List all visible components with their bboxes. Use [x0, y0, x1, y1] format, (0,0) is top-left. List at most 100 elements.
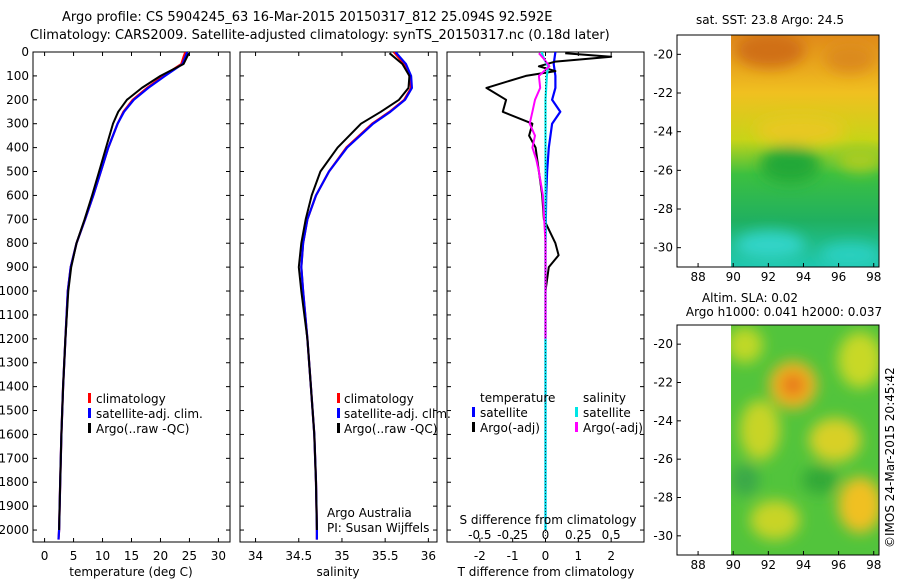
difference-legend: temperature salinity satellite Argo(-adj… — [472, 391, 643, 435]
lon-tick-label: 98 — [866, 558, 881, 572]
depth-tick-label: 1400 — [0, 380, 29, 394]
sla-map-frame — [676, 324, 880, 556]
lat-tick-label: -26 — [653, 163, 673, 177]
sla-map-axes: -20 -22 -24 -26 -28 -30 88 90 92 94 96 98 — [653, 337, 881, 572]
depth-tick-label: 900 — [6, 260, 29, 274]
depth-tick-label: 700 — [6, 212, 29, 226]
lon-tick-label: 98 — [866, 270, 881, 284]
legend-label-climatology: climatology — [96, 392, 166, 406]
credit-pi: PI: Susan Wijffels — [327, 521, 429, 535]
s-diff-tick-label: -0.25 — [497, 528, 528, 542]
depth-tick-label: 600 — [6, 188, 29, 202]
depth-tick-label: 1300 — [0, 356, 29, 370]
series-line-salinity-argo-adj- — [528, 52, 551, 339]
lat-tick-label: -24 — [653, 414, 673, 428]
lon-tick-label: 88 — [690, 558, 705, 572]
x-tick-label: -2 — [474, 549, 486, 563]
s-diff-tick-label: 0.5 — [602, 528, 621, 542]
series-line-temperature-satellite — [544, 52, 562, 530]
lat-tick-label: -24 — [653, 125, 673, 139]
x-tick-label: 25 — [182, 549, 197, 563]
lon-tick-label: 88 — [690, 270, 705, 284]
lat-tick-label: -22 — [653, 376, 673, 390]
legend-label-s-argo: Argo(-adj) — [583, 421, 643, 435]
lon-tick-label: 90 — [726, 558, 741, 572]
depth-tick-label: 1700 — [0, 451, 29, 465]
legend-label-climatology: climatology — [344, 392, 414, 406]
depth-tick-label: 2000 — [0, 523, 29, 537]
x-tick-label: 34.5 — [285, 549, 312, 563]
imos-stamp: ©IMOS 24-Mar-2015 20:45:42 — [883, 367, 897, 548]
x-tick-label: 5 — [70, 549, 78, 563]
depth-tick-label: 400 — [6, 141, 29, 155]
legend-label-argo: Argo(..raw -QC) — [96, 422, 189, 436]
lon-tick-label: 96 — [831, 558, 846, 572]
x-tick-label: 0 — [542, 549, 550, 563]
x-tick-label: 10 — [95, 549, 110, 563]
x-tick-label: 35 — [334, 549, 349, 563]
legend-swatch-satellite — [337, 408, 340, 418]
temperature-curves — [57, 52, 190, 540]
x-tick-label: 35.5 — [372, 549, 399, 563]
depth-tick-label: 1500 — [0, 404, 29, 418]
sla-map-image — [731, 325, 879, 555]
depth-tick-label: 1000 — [0, 284, 29, 298]
series-line-climatology — [300, 52, 413, 540]
credit-argo-australia: Argo Australia — [327, 506, 412, 520]
plot-title-line1: Argo profile: CS 5904245_63 16-Mar-2015 … — [62, 10, 553, 25]
temperature-legend: climatology satellite-adj. clim. Argo(..… — [88, 392, 203, 436]
x-tick-label: 20 — [153, 549, 168, 563]
depth-tick-label: 800 — [6, 236, 29, 250]
s-difference-label: S difference from climatology — [460, 513, 637, 527]
depth-tick-label: 200 — [6, 93, 29, 107]
sst-map-image — [731, 35, 879, 267]
series-line-temperature-argo-adj- — [485, 52, 613, 530]
lat-tick-label: -30 — [653, 241, 673, 255]
temperature-panel-frame — [32, 51, 231, 543]
sst-map-frame — [676, 34, 880, 268]
legend-swatch-t-argo — [472, 422, 475, 432]
series-line-satellite-adj-clim- — [300, 52, 413, 540]
lon-tick-label: 94 — [796, 270, 811, 284]
lat-tick-label: -28 — [653, 491, 673, 505]
legend-title-salinity: salinity — [583, 391, 626, 405]
series-line-climatology — [57, 52, 187, 540]
legend-swatch-satellite — [88, 408, 91, 418]
depth-tick-label: 100 — [6, 69, 29, 83]
salinity-x-axis: 34 34.5 35 35.5 36 — [248, 52, 436, 563]
depth-tick-label: 300 — [6, 117, 29, 131]
s-difference-axis: -0.5 -0.25 0 0.25 0.5 — [468, 528, 621, 542]
series-line-argo-raw-qc- — [58, 52, 190, 531]
x-tick-label: 34 — [248, 549, 263, 563]
lon-tick-label: 92 — [761, 270, 776, 284]
difference-curves — [485, 52, 613, 542]
legend-label-t-satellite: satellite — [480, 406, 528, 420]
lat-tick-label: -22 — [653, 86, 673, 100]
temperature-x-axis: 0 5 10 15 20 25 30 — [41, 52, 226, 563]
legend-swatch-s-argo — [575, 422, 578, 432]
s-diff-tick-label: -0.5 — [468, 528, 491, 542]
x-tick-label: 2 — [607, 549, 615, 563]
depth-tick-label: 1100 — [0, 308, 29, 322]
lat-tick-label: -30 — [653, 529, 673, 543]
sst-map-axes: -20 -22 -24 -26 -28 -30 88 90 92 94 96 98 — [653, 47, 881, 284]
lon-tick-label: 92 — [761, 558, 776, 572]
depth-tick-label: 1900 — [0, 499, 29, 513]
depth-tick-label: 1800 — [0, 475, 29, 489]
depth-tick-label: 0 — [21, 45, 29, 59]
legend-label-s-satellite: satellite — [583, 406, 631, 420]
x-tick-label: 36 — [421, 549, 436, 563]
depth-axis: 0 100 200 300 400 500 600 700 800 900 1000 1100 1200… — [0, 45, 644, 537]
salinity-panel-frame — [239, 51, 438, 543]
legend-swatch-climatology — [337, 393, 340, 403]
lat-tick-label: -26 — [653, 452, 673, 466]
legend-swatch-s-satellite — [575, 407, 578, 417]
depth-tick-label: 1600 — [0, 427, 29, 441]
lon-tick-label: 90 — [726, 270, 741, 284]
series-line-satellite-adj-clim- — [57, 52, 189, 540]
lat-tick-label: -20 — [653, 337, 673, 351]
sla-map-title1: Altim. SLA: 0.02 — [702, 291, 798, 305]
series-line-argo-raw-qc- — [297, 52, 411, 531]
x-tick-label: 1 — [575, 549, 583, 563]
